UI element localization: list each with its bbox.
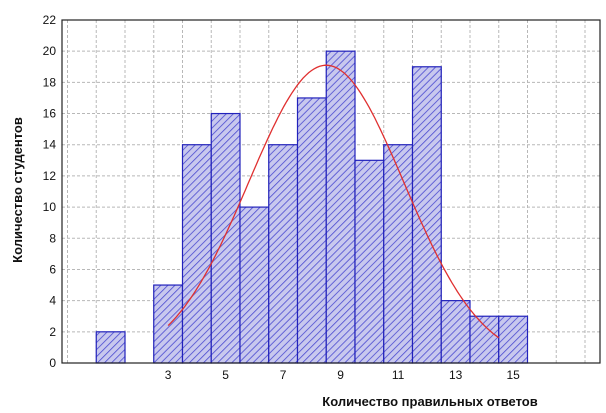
- y-tick-label: 0: [49, 356, 56, 370]
- y-tick-label: 18: [43, 75, 57, 89]
- histogram-bar: [181, 144, 212, 364]
- y-tick-label: 16: [43, 107, 57, 121]
- histogram-bar: [469, 315, 500, 364]
- x-tick-label: 13: [449, 368, 463, 382]
- histogram-bar: [296, 97, 327, 364]
- x-tick-label: 15: [506, 368, 520, 382]
- histogram-bar: [95, 331, 126, 364]
- histogram-bar: [210, 112, 241, 364]
- histogram-bar: [498, 315, 529, 364]
- plot-frame: [61, 19, 601, 364]
- normal-curve-line: [167, 64, 500, 339]
- bars: [95, 50, 529, 364]
- y-tick-label: 20: [43, 44, 57, 58]
- histogram-bar: [354, 159, 385, 364]
- axes: 0 2 4 6 8 10 12 14 16 18 20 22 3 5 7 9 11 13 15: [43, 13, 601, 382]
- x-tick-label: 5: [222, 368, 229, 382]
- x-axis-title: Количество правильных ответов: [322, 394, 537, 409]
- histogram-bar: [268, 144, 299, 364]
- y-tick-label: 22: [43, 13, 57, 27]
- y-axis-title: Количество студентов: [10, 117, 25, 263]
- y-tick-label: 12: [43, 169, 57, 183]
- histogram-bar: [325, 50, 356, 364]
- x-tick-label: 3: [165, 368, 172, 382]
- x-tick-label: 11: [392, 368, 405, 382]
- y-tick-label: 8: [49, 231, 56, 245]
- histogram-bar: [411, 66, 442, 364]
- y-tick-label: 10: [43, 200, 57, 214]
- x-tick-label: 9: [337, 368, 344, 382]
- x-tick-label: 7: [280, 368, 287, 382]
- y-tick-label: 14: [43, 138, 57, 152]
- y-tick-label: 2: [49, 325, 56, 339]
- histogram-bar: [383, 144, 414, 364]
- histogram-bar: [440, 300, 471, 364]
- y-tick-label: 6: [49, 262, 56, 276]
- y-tick-label: 4: [49, 294, 56, 308]
- histogram-bar: [153, 284, 184, 364]
- normal-curve: [167, 64, 500, 339]
- histogram-bar: [239, 206, 270, 364]
